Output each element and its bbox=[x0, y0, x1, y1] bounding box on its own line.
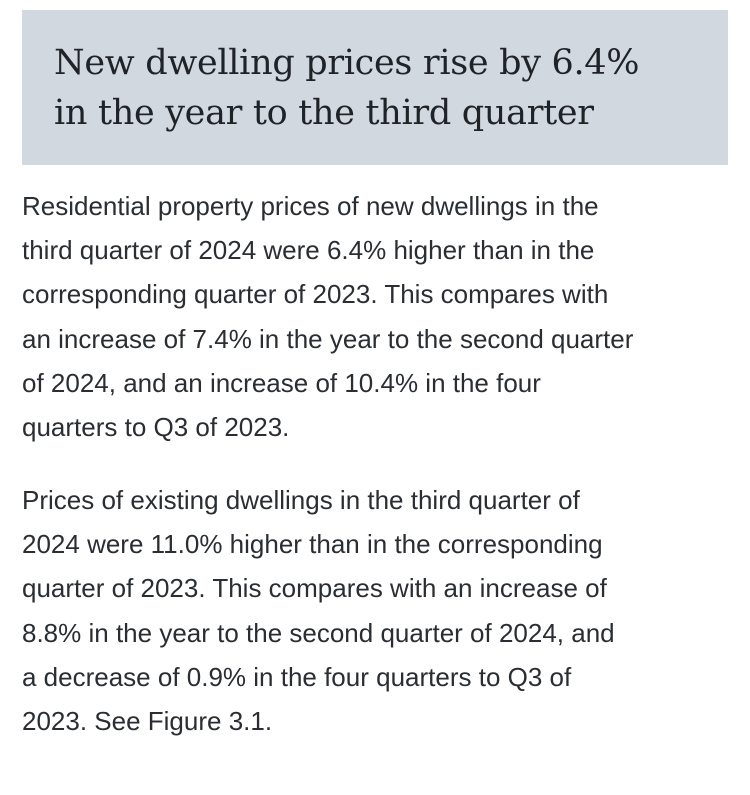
text-line: Prices of existing dwellings in the thir… bbox=[22, 485, 580, 515]
headline-line-1: New dwelling prices rise by 6.4% bbox=[54, 43, 640, 83]
text-line: quarter of 2023. This compares with an i… bbox=[22, 573, 607, 604]
text-line: of 2024, and an increase of 10.4% in the… bbox=[22, 367, 541, 398]
text-line: 2024 were 11.0% higher than in the corre… bbox=[22, 529, 603, 560]
text-line: 2023. See Figure 3.1. bbox=[22, 706, 273, 737]
text-line: corresponding quarter of 2023. This comp… bbox=[22, 279, 609, 310]
text-line: an increase of 7.4% in the year to the s… bbox=[22, 323, 634, 354]
paragraph-new-dwellings: Residential property prices of new dwell… bbox=[22, 184, 737, 449]
text-line: quarters to Q3 of 2023. bbox=[22, 412, 290, 443]
headline-banner: New dwelling prices rise by 6.4% in the … bbox=[22, 10, 728, 165]
text-line: 8.8% in the year to the second quarter o… bbox=[22, 617, 615, 648]
text-line: a decrease of 0.9% in the four quarters … bbox=[22, 661, 572, 692]
text-line: Residential property prices of new dwell… bbox=[22, 191, 599, 221]
headline: New dwelling prices rise by 6.4% in the … bbox=[54, 38, 708, 138]
paragraph-existing-dwellings: Prices of existing dwellings in the thir… bbox=[22, 478, 737, 743]
text-line: third quarter of 2024 were 6.4% higher t… bbox=[22, 235, 595, 266]
headline-line-2: in the year to the third quarter bbox=[54, 93, 594, 133]
